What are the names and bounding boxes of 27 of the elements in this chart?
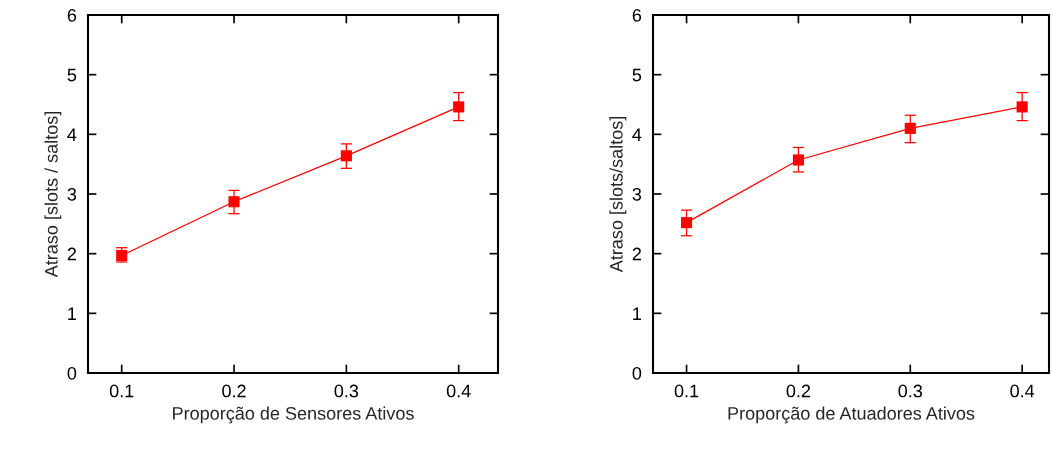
x-tick-label: 0.1 (674, 384, 699, 398)
y-axis-title: Atraso [slots/saltos] (609, 117, 627, 273)
x-tick-label: 0.1 (109, 384, 134, 398)
y-tick-label: 3 (67, 187, 77, 201)
y-tick-label: 2 (67, 247, 76, 261)
x-tick-label: 0.3 (334, 384, 359, 398)
x-axis-title: Proporção de Sensores Ativos (173, 406, 414, 424)
x-tick-label: 0.3 (898, 384, 923, 398)
y-tick-label: 5 (632, 68, 642, 82)
x-tick-label: 0.2 (786, 384, 811, 398)
y-tick-label: 2 (632, 247, 641, 261)
y-tick-label: 3 (632, 187, 642, 201)
x-tick-label: 0.2 (222, 384, 246, 398)
y-tick-label: 4 (67, 128, 77, 141)
x-tick-label: 0.4 (446, 384, 471, 398)
y-tick-label: 0 (632, 366, 642, 380)
y-tick-label: 4 (632, 128, 642, 141)
x-axis-title: Proporção de Atuadores Ativos (728, 406, 975, 424)
y-tick-label: 5 (67, 68, 77, 82)
y-tick-label: 0 (67, 366, 77, 380)
y-tick-label: 6 (632, 8, 642, 22)
x-tick-label: 0.4 (1010, 384, 1035, 398)
y-tick-label: 1 (68, 307, 77, 320)
y-tick-label: 6 (67, 8, 77, 22)
y-tick-label: 1 (633, 307, 642, 320)
y-axis-title: Atraso [slots / saltos] (44, 112, 62, 278)
point (792, 154, 804, 166)
